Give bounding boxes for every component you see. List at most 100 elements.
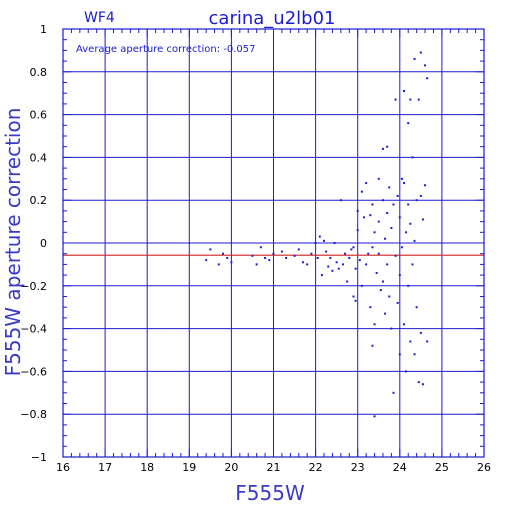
data-point [365, 182, 368, 185]
x-tick-label: 20 [224, 461, 238, 474]
data-point [280, 250, 283, 253]
data-point [413, 353, 416, 356]
data-point [255, 263, 258, 266]
data-point [403, 90, 406, 93]
data-point [323, 239, 326, 242]
data-point [337, 267, 340, 270]
data-point [350, 248, 353, 251]
data-point [365, 263, 368, 266]
data-point [394, 254, 397, 257]
x-tick-label: 23 [351, 461, 365, 474]
data-point [360, 190, 363, 193]
x-tick-label: 18 [140, 461, 154, 474]
data-point [381, 199, 384, 202]
data-point [396, 301, 399, 304]
data-point [217, 263, 220, 266]
data-point [373, 323, 376, 326]
data-point [314, 242, 317, 244]
data-point [259, 246, 262, 249]
data-point [421, 218, 424, 221]
data-point [369, 214, 372, 217]
x-tick-label: 16 [56, 461, 70, 474]
data-point [354, 299, 357, 302]
data-point [285, 256, 288, 259]
data-point [344, 252, 347, 255]
data-point [400, 177, 403, 180]
data-point [306, 263, 309, 266]
y-tick-label: 1 [40, 23, 47, 36]
y-tick-label: 0 [40, 237, 47, 250]
data-point [413, 57, 416, 60]
data-point [424, 184, 427, 187]
y-axis-label: F555W aperture correction [1, 108, 25, 377]
data-point [415, 306, 418, 309]
x-tick-label: 21 [267, 461, 281, 474]
data-point [348, 256, 351, 259]
data-point [398, 216, 401, 219]
x-tick-label: 25 [435, 461, 449, 474]
data-point [352, 295, 355, 298]
y-tick-label: 0.8 [30, 66, 48, 79]
x-tick-label: 24 [393, 461, 407, 474]
data-point [371, 344, 374, 347]
data-point [417, 98, 420, 101]
data-point [367, 252, 370, 255]
data-point [405, 231, 408, 234]
data-point [407, 284, 410, 287]
data-point [356, 209, 359, 212]
data-point [381, 280, 384, 283]
data-point [360, 284, 363, 287]
data-point [419, 331, 422, 334]
data-point [398, 274, 401, 277]
chart-title: carina_u2lb01 [209, 8, 336, 29]
data-point [411, 263, 414, 266]
data-point [384, 312, 387, 315]
data-point [335, 261, 338, 264]
data-point [400, 246, 403, 249]
data-point [331, 269, 334, 272]
data-point [394, 98, 397, 101]
data-point [415, 199, 418, 202]
data-point [388, 295, 391, 298]
data-point [371, 203, 374, 206]
data-point [339, 199, 342, 202]
data-point [221, 252, 224, 255]
data-point [417, 381, 420, 384]
data-point [419, 51, 422, 54]
x-tick-label: 26 [477, 461, 491, 474]
data-point [386, 212, 389, 215]
data-point [320, 274, 323, 277]
data-point [327, 265, 330, 268]
data-point [407, 122, 410, 125]
data-point [209, 248, 212, 251]
data-point [310, 252, 313, 255]
data-point [405, 370, 408, 373]
y-tick-label: 0.6 [30, 109, 48, 122]
data-point [413, 239, 416, 242]
data-point [379, 289, 382, 292]
data-point [297, 248, 300, 251]
data-point [390, 227, 393, 230]
data-point [396, 194, 399, 197]
data-point [403, 182, 406, 185]
data-point [264, 256, 267, 259]
data-point [358, 259, 361, 262]
y-tick-label: −1 [31, 451, 47, 464]
data-point [388, 186, 391, 189]
data-point [346, 280, 349, 283]
x-axis-label: F555W [235, 481, 305, 505]
data-point [369, 306, 372, 309]
x-tick-label: 22 [309, 461, 323, 474]
data-points [205, 51, 429, 418]
data-point [205, 259, 208, 262]
y-tick-label: −0.6 [20, 365, 47, 378]
y-tick-label: 0.2 [30, 194, 48, 207]
data-point [386, 145, 389, 148]
x-tick-labels: 16 17 18 19 20 21 22 23 24 25 26 [56, 461, 491, 474]
y-tick-labels: −1 −0.8 −0.6 −0.4 −0.2 0 0.2 0.4 0.6 0.8 1 [20, 23, 47, 464]
data-point [301, 261, 304, 264]
data-point [329, 256, 332, 259]
data-point [354, 267, 357, 270]
data-point [371, 246, 374, 249]
data-point [377, 220, 380, 223]
